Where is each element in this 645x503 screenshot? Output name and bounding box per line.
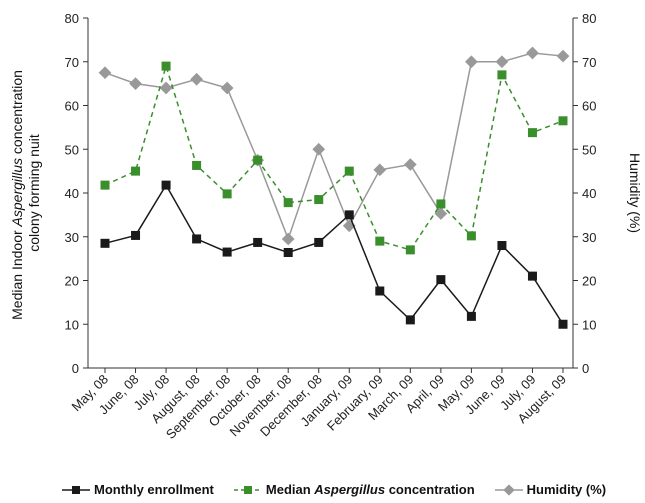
right-tick-label: 40: [582, 186, 596, 201]
legend-item-enrollment: Monthly enrollment: [62, 482, 214, 497]
data-point-diamond: [98, 66, 112, 80]
data-point-diamond: [434, 207, 448, 220]
data-point-square: [466, 231, 476, 241]
right-tick-label: 20: [582, 274, 596, 289]
data-point-square: [253, 155, 263, 165]
data-point-square: [375, 236, 385, 246]
data-point-square: [497, 70, 507, 80]
data-point-square: [344, 166, 354, 176]
data-point-square: [192, 234, 202, 244]
data-point-square: [253, 237, 263, 247]
legend-square-icon: [62, 485, 90, 494]
series-line: [104, 63, 564, 251]
right-tick-label: 80: [582, 11, 596, 26]
right-tick-label: 50: [582, 142, 596, 157]
data-point-square: [558, 319, 568, 329]
data-point-square: [100, 238, 110, 248]
legend: Monthly enrollment Median Aspergillus co…: [62, 482, 622, 497]
left-tick-group: 0 10 20 30 40 50 60 70 80: [65, 11, 88, 376]
data-point-square: [405, 245, 415, 255]
data-point-square: [222, 247, 232, 257]
data-point-square: [558, 116, 568, 126]
left-tick-label: 60: [65, 99, 79, 114]
left-tick-label: 70: [65, 55, 79, 70]
series-layer: [98, 46, 570, 329]
data-point-square: [527, 271, 537, 281]
data-point-diamond: [556, 49, 570, 63]
data-point-diamond: [190, 72, 203, 86]
left-tick-label: 0: [72, 361, 79, 376]
data-point-square: [436, 199, 446, 209]
data-point-square: [131, 166, 141, 176]
legend-diamond-icon: [494, 483, 523, 496]
series-line: [104, 183, 564, 325]
data-point-square: [436, 275, 446, 285]
right-axis-title: Humidity (%): [627, 153, 643, 233]
left-tick-label: 40: [65, 186, 79, 201]
data-point-square: [344, 210, 354, 220]
data-point-square: [405, 315, 415, 325]
data-point-diamond: [281, 232, 295, 246]
right-tick-label: 10: [582, 317, 596, 332]
data-point-diamond: [373, 163, 387, 177]
plot-area: 0 10 20 30 40 50 60 70 80 0 10 20 30 40 50 60 70 80 May,…: [65, 11, 597, 442]
data-point-diamond: [526, 46, 539, 60]
right-tick-label: 30: [582, 230, 596, 245]
series-1: [100, 61, 568, 255]
data-point-diamond: [495, 55, 509, 69]
data-point-square: [222, 189, 232, 199]
left-tick-label: 50: [65, 142, 79, 157]
data-point-square: [527, 128, 537, 138]
legend-label-enrollment: Monthly enrollment: [94, 482, 214, 497]
data-point-square: [375, 286, 385, 296]
legend-item-humidity: Humidity (%): [494, 482, 607, 497]
left-tick-label: 30: [65, 230, 79, 245]
series-0: [100, 180, 568, 329]
data-point-square: [192, 160, 202, 170]
data-point-square: [100, 180, 110, 190]
data-point-square: [131, 230, 141, 240]
right-tick-group: 0 10 20 30 40 50 60 70 80: [573, 11, 596, 376]
right-tick-label: 70: [582, 55, 596, 70]
legend-item-aspergillus: Median Aspergillus concentration: [233, 482, 475, 497]
data-point-diamond: [159, 81, 173, 95]
data-point-square: [283, 198, 293, 208]
data-point-diamond: [220, 81, 234, 95]
data-point-square: [314, 237, 324, 247]
data-point-diamond: [403, 158, 417, 171]
left-tick-label: 20: [65, 274, 79, 289]
left-tick-label: 10: [65, 317, 79, 332]
left-tick-label: 80: [65, 11, 79, 26]
data-point-square: [466, 311, 476, 321]
legend-label-aspergillus: Median Aspergillus concentration: [265, 482, 475, 497]
series-line: [104, 52, 564, 242]
data-point-square: [161, 180, 171, 190]
left-axis-title: Median Indoor Aspergillus concentration …: [9, 66, 42, 320]
data-point-diamond: [465, 55, 478, 69]
right-tick-label: 0: [582, 361, 589, 376]
data-point-diamond: [129, 77, 142, 90]
data-point-diamond: [312, 142, 326, 156]
legend-label-humidity: Humidity (%): [526, 482, 607, 497]
right-tick-label: 60: [582, 99, 596, 114]
data-point-square: [314, 195, 324, 205]
data-point-square: [161, 61, 171, 71]
legend-square-icon: [233, 485, 262, 494]
data-point-square: [497, 241, 507, 250]
data-point-square: [283, 248, 293, 257]
